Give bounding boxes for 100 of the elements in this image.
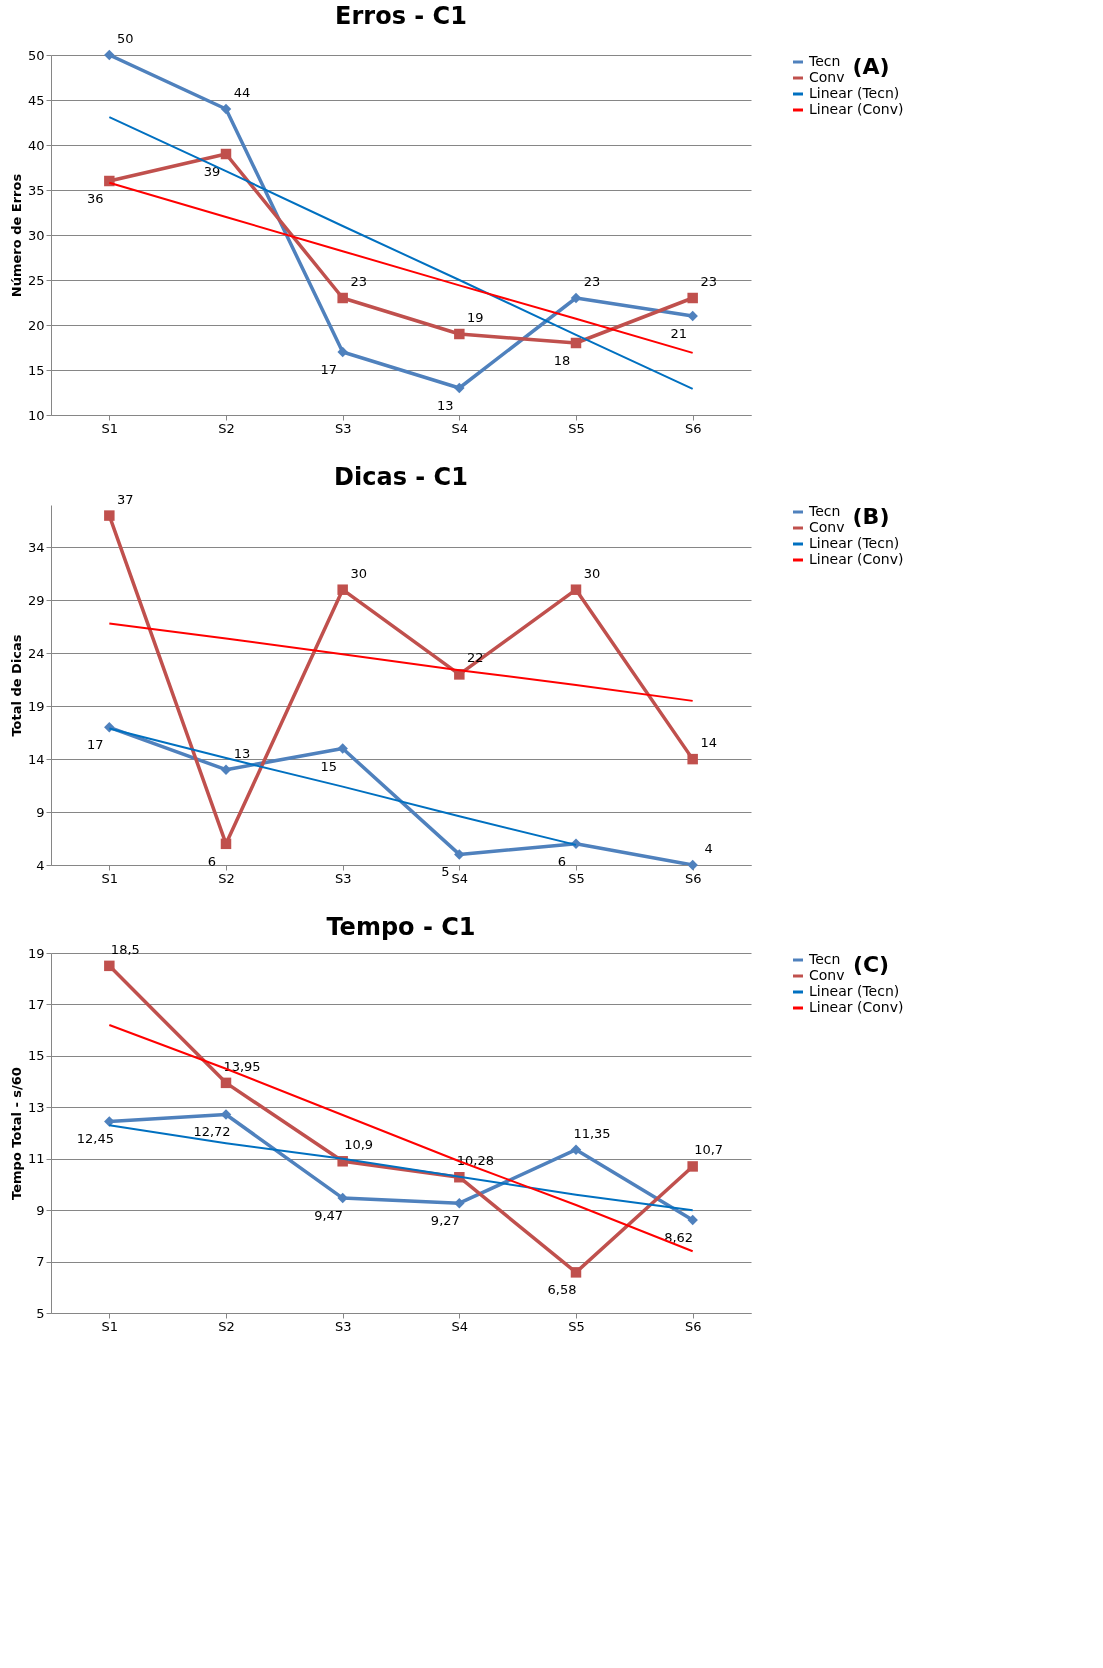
point <box>104 960 115 972</box>
data-label: 19 <box>467 310 484 325</box>
legend-label: Linear (Tecn) <box>809 535 900 551</box>
legend-label: Tecn <box>808 53 841 69</box>
x-tick-label: S1 <box>101 1318 119 1334</box>
legend-label: Linear (Conv) <box>809 101 904 117</box>
x-tick-label: S1 <box>101 420 119 436</box>
data-label: 10,7 <box>694 1142 724 1158</box>
point <box>220 1077 232 1089</box>
chart-title: Erros - C1 <box>335 2 467 30</box>
y-tick-label: 50 <box>27 47 45 63</box>
legend-label: Tecn <box>808 503 841 519</box>
point <box>337 584 348 595</box>
data-label: 37 <box>117 491 134 507</box>
legend-label: Conv <box>809 519 845 535</box>
y-tick-label: 5 <box>36 1305 45 1321</box>
text: (C) <box>852 952 890 977</box>
y-tick-label: 34 <box>27 539 45 555</box>
point <box>337 1192 348 1204</box>
y-tick-label: 25 <box>27 272 45 288</box>
data-label: 39 <box>203 164 221 179</box>
point <box>337 743 348 754</box>
point <box>454 382 465 394</box>
x-tick-label: S2 <box>218 1318 235 1334</box>
data-label: 36 <box>87 191 104 206</box>
y-tick-label: 17 <box>27 996 45 1012</box>
point <box>570 337 582 349</box>
chart-title: Dicas - C1 <box>334 462 468 491</box>
legend-label: Linear (Conv) <box>809 551 904 567</box>
point <box>570 1267 582 1278</box>
text: (A) <box>852 54 890 79</box>
data-label: 14 <box>700 735 717 751</box>
y-tick-label: 14 <box>27 751 45 767</box>
point <box>687 310 698 322</box>
data-label: 44 <box>233 85 251 100</box>
data-label: 10,28 <box>456 1153 494 1169</box>
y-tick-label: 15 <box>27 362 45 378</box>
point <box>687 1161 698 1172</box>
x-tick-label: S4 <box>451 1318 469 1334</box>
data-label: 18,5 <box>110 941 140 957</box>
data-label: 50 <box>117 31 134 46</box>
point <box>454 849 465 860</box>
data-label: 22 <box>467 650 484 666</box>
line-series <box>108 116 694 390</box>
point <box>454 1197 465 1209</box>
data-label: 12,72 <box>193 1124 231 1140</box>
chart-title: Tempo - C1 <box>326 912 476 941</box>
legend-label: Linear (Tecn) <box>809 85 900 101</box>
data-label: 11,35 <box>573 1125 611 1141</box>
data-label: 30 <box>350 565 367 581</box>
y-axis-title: Tempo Total - s/60 <box>8 1067 24 1200</box>
data-label: 10,9 <box>344 1137 374 1153</box>
data-label: 4 <box>704 841 713 856</box>
x-tick-label: S5 <box>568 870 585 886</box>
legend-label: Linear (Tecn) <box>809 983 900 999</box>
y-tick-label: 19 <box>27 945 45 961</box>
y-tick-label: 15 <box>27 1048 45 1064</box>
y-tick-label: 40 <box>27 137 45 153</box>
point <box>104 510 115 521</box>
point <box>687 1214 698 1226</box>
data-label: 9,47 <box>314 1208 344 1224</box>
legend-label: Linear (Conv) <box>809 999 904 1015</box>
x-tick-label: S5 <box>568 420 585 436</box>
x-tick-label: S3 <box>334 1318 352 1334</box>
y-tick-label: 45 <box>27 92 45 108</box>
legend-label: Conv <box>809 69 845 85</box>
data-label: 12,45 <box>76 1131 114 1147</box>
x-tick-label: S2 <box>218 420 235 436</box>
data-label: 6 <box>207 853 217 869</box>
x-tick-label: S6 <box>684 420 702 436</box>
data-label: 13 <box>233 745 251 761</box>
data-label: 30 <box>583 565 601 581</box>
data-label: 23 <box>350 274 367 289</box>
point <box>220 148 232 160</box>
point <box>687 859 698 871</box>
point <box>454 328 465 340</box>
data-label: 17 <box>320 362 337 377</box>
y-tick-label: 7 <box>36 1254 45 1270</box>
point <box>687 753 698 765</box>
point <box>337 346 348 358</box>
point <box>687 292 698 304</box>
point <box>220 103 232 115</box>
x-tick-label: S3 <box>334 420 352 436</box>
y-tick-label: 29 <box>27 592 45 608</box>
data-label: 13,95 <box>223 1058 261 1074</box>
point <box>104 49 115 61</box>
point <box>337 292 348 304</box>
point <box>570 584 582 595</box>
data-label: 6,58 <box>547 1282 577 1298</box>
x-tick-label: S1 <box>101 870 119 886</box>
x-tick-label: S3 <box>334 870 352 886</box>
x-tick-label: S4 <box>451 420 469 436</box>
data-label: 18 <box>553 353 571 368</box>
data-label: 13 <box>437 398 454 413</box>
data-label: 5 <box>441 864 450 880</box>
y-axis-title: Total de Dicas <box>8 634 24 737</box>
y-tick-label: 24 <box>27 645 45 661</box>
data-label: 17 <box>87 737 104 753</box>
y-tick-label: 9 <box>36 1202 45 1218</box>
point <box>570 292 582 304</box>
